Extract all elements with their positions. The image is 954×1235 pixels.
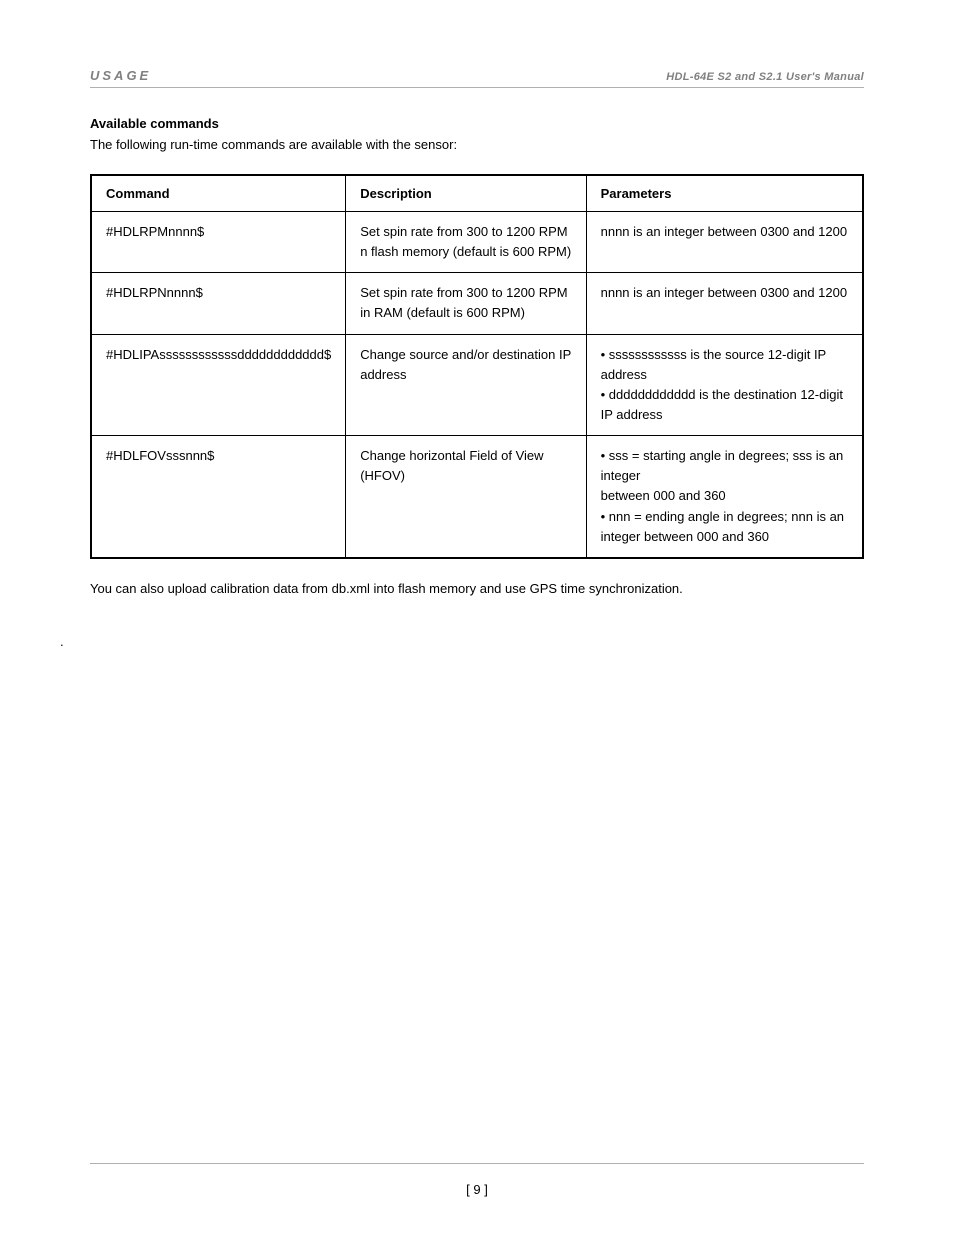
col-header-parameters: Parameters xyxy=(586,175,863,212)
cell-command: #HDLFOVsssnnn$ xyxy=(91,436,346,558)
table-row: #HDLRPMnnnn$ Set spin rate from 300 to 1… xyxy=(91,212,863,273)
cell-parameters: • ssssssssssss is the source 12-digit IP… xyxy=(586,334,863,436)
cell-command: #HDLRPMnnnn$ xyxy=(91,212,346,273)
param-line: • nnn = ending angle in degrees; nnn is … xyxy=(601,507,848,527)
table-row: #HDLRPNnnnn$ Set spin rate from 300 to 1… xyxy=(91,273,863,334)
page: USAGE HDL-64E S2 and S2.1 User's Manual … xyxy=(0,0,954,1235)
page-number: [ 9 ] xyxy=(466,1182,488,1197)
cell-command: #HDLRPNnnnn$ xyxy=(91,273,346,334)
param-line: • dddddddddddd is the destination 12-dig… xyxy=(601,385,848,405)
param-line: • ssssssssssss is the source 12-digit IP… xyxy=(601,345,848,385)
page-footer: [ 9 ] xyxy=(90,1163,864,1197)
section-title: Available commands xyxy=(90,116,864,131)
closing-text: You can also upload calibration data fro… xyxy=(90,581,864,596)
param-line: integer between 000 and 360 xyxy=(601,527,848,547)
cell-description: Set spin rate from 300 to 1200 RPM in RA… xyxy=(346,273,586,334)
table-header-row: Command Description Parameters xyxy=(91,175,863,212)
page-header: USAGE HDL-64E S2 and S2.1 User's Manual xyxy=(90,68,864,88)
commands-table: Command Description Parameters #HDLRPMnn… xyxy=(90,174,864,559)
stray-dot: . xyxy=(60,634,864,649)
cell-command: #HDLIPAssssssssssssdddddddddddd$ xyxy=(91,334,346,436)
cell-description: Change source and/or destination IP addr… xyxy=(346,334,586,436)
param-line: nnnn is an integer between 0300 and 1200 xyxy=(601,222,848,242)
cell-parameters: • sss = starting angle in degrees; sss i… xyxy=(586,436,863,558)
cell-parameters: nnnn is an integer between 0300 and 1200 xyxy=(586,273,863,334)
param-line: IP address xyxy=(601,405,848,425)
intro-text: The following run-time commands are avai… xyxy=(90,137,864,152)
table-row: #HDLIPAssssssssssssdddddddddddd$ Change … xyxy=(91,334,863,436)
table-row: #HDLFOVsssnnn$ Change horizontal Field o… xyxy=(91,436,863,558)
cell-description: Change horizontal Field of View (HFOV) xyxy=(346,436,586,558)
cell-description: Set spin rate from 300 to 1200 RPM n fla… xyxy=(346,212,586,273)
header-section-name: USAGE xyxy=(90,68,151,83)
param-line: • sss = starting angle in degrees; sss i… xyxy=(601,446,848,486)
param-line: nnnn is an integer between 0300 and 1200 xyxy=(601,283,848,303)
header-manual-title: HDL-64E S2 and S2.1 User's Manual xyxy=(666,71,864,83)
param-line: between 000 and 360 xyxy=(601,486,848,506)
cell-parameters: nnnn is an integer between 0300 and 1200 xyxy=(586,212,863,273)
col-header-description: Description xyxy=(346,175,586,212)
col-header-command: Command xyxy=(91,175,346,212)
